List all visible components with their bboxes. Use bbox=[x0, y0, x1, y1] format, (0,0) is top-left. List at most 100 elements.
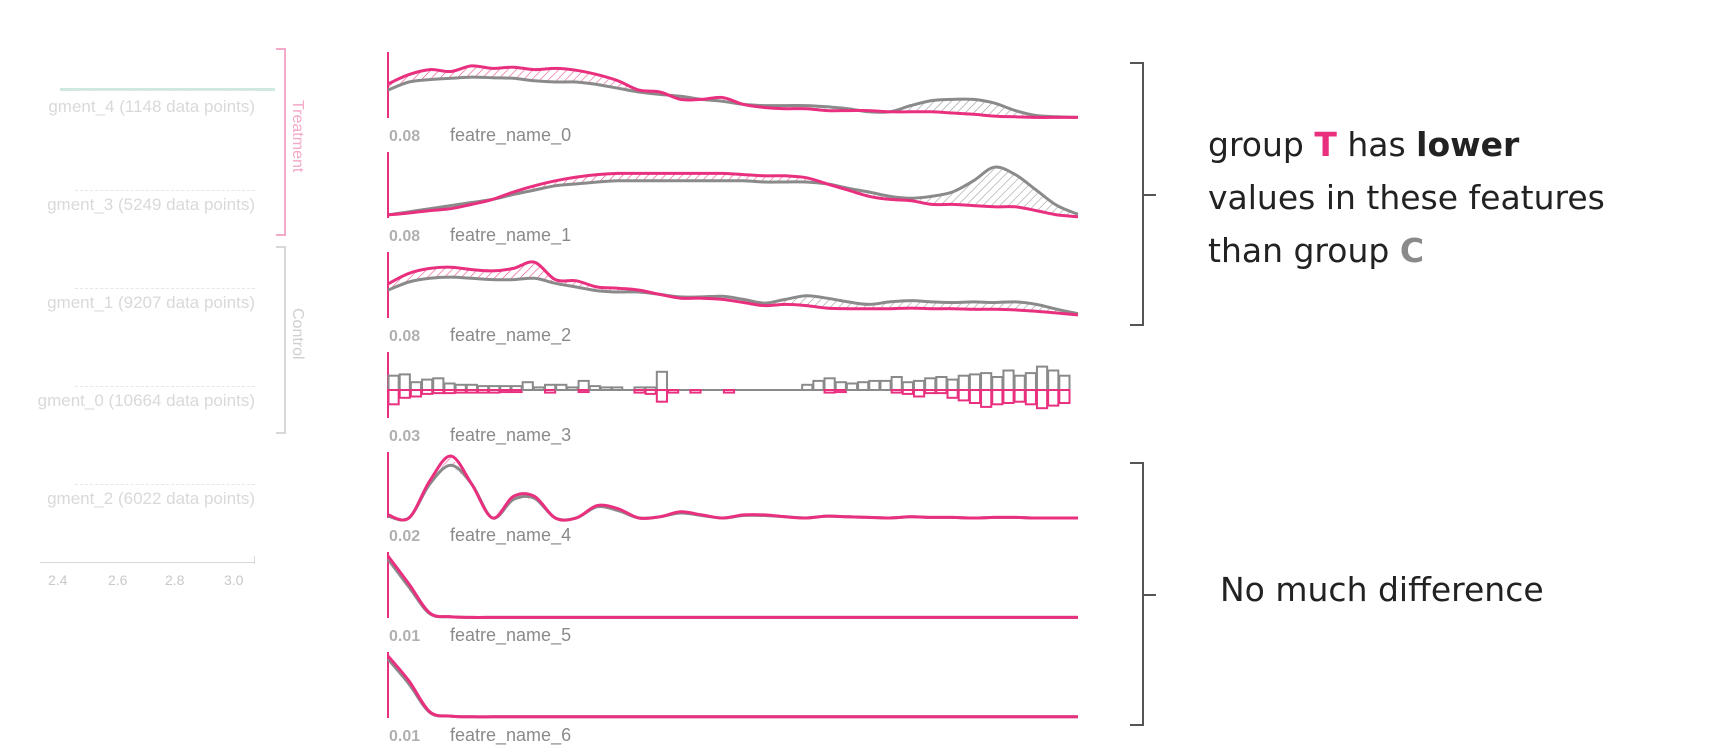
histogram-bar-t bbox=[398, 389, 411, 399]
treatment-bracket bbox=[276, 48, 286, 236]
histogram-bar-c bbox=[879, 379, 892, 391]
difference-hatch bbox=[952, 180, 974, 206]
difference-hatch bbox=[429, 267, 451, 279]
histogram-bar-c bbox=[845, 382, 859, 391]
histogram-bar-c bbox=[935, 376, 948, 391]
histogram-bar-c bbox=[577, 379, 590, 391]
histogram-bar-t bbox=[901, 389, 914, 395]
histogram-bar-c bbox=[924, 377, 937, 391]
difference-hatch bbox=[388, 74, 409, 91]
histogram-bar-c bbox=[1013, 374, 1026, 392]
histogram-bar-c bbox=[1024, 372, 1037, 392]
histogram-bar-t bbox=[935, 389, 948, 395]
histogram-bar-c bbox=[980, 372, 993, 392]
histogram-bar-c bbox=[555, 383, 568, 391]
histogram-bar-c bbox=[912, 379, 926, 391]
no-difference-annotation: No much difference bbox=[1220, 570, 1544, 609]
histogram-bar-c bbox=[890, 376, 903, 391]
group-t-label: T bbox=[1314, 125, 1337, 164]
difference-hatch bbox=[388, 273, 409, 291]
feature-chart-4: 0.02 featre_name_4 bbox=[387, 452, 1078, 546]
histogram-bar-t bbox=[499, 389, 512, 394]
segment-divider bbox=[75, 288, 255, 289]
segment-label-1[interactable]: gment_3 (5249 data points) bbox=[47, 195, 255, 214]
feature-name-label: featre_name_4 bbox=[450, 525, 571, 546]
annot-lower-word: lower bbox=[1416, 125, 1520, 164]
difference-hatch bbox=[513, 262, 535, 280]
feature-chart-0: 0.08 featre_name_0 bbox=[387, 52, 1079, 146]
segment-label-4[interactable]: gment_2 (6022 data points) bbox=[47, 489, 255, 508]
annot-text: group bbox=[1208, 125, 1315, 164]
lower-values-bracket bbox=[1130, 62, 1156, 326]
difference-hatch bbox=[492, 67, 514, 79]
histogram-bar-t bbox=[689, 389, 702, 394]
feature-scale-label: 0.08 bbox=[389, 128, 420, 145]
histogram-bar-t bbox=[912, 389, 926, 398]
segment-label-3[interactable]: gment_0 (10664 data points) bbox=[37, 391, 255, 410]
segment-divider bbox=[75, 386, 255, 387]
difference-hatch bbox=[701, 173, 723, 181]
difference-hatch bbox=[931, 192, 953, 205]
histogram-bar-t bbox=[667, 389, 680, 394]
feature-scale-label: 0.01 bbox=[389, 628, 420, 645]
annot-text: values in these features than group bbox=[1208, 178, 1605, 270]
difference-hatch bbox=[638, 173, 660, 181]
feature-chart-3: 0.03 featre_name_3 bbox=[387, 352, 1071, 446]
series-t-line bbox=[387, 171, 1079, 219]
series-t-line bbox=[387, 454, 1078, 522]
histogram-bar-t bbox=[1013, 389, 1026, 403]
histogram-bar-c bbox=[387, 374, 400, 392]
difference-hatch bbox=[450, 65, 472, 79]
feature-name-label: featre_name_5 bbox=[450, 625, 571, 646]
histogram-bar-t bbox=[655, 389, 669, 403]
histogram-bar-c bbox=[801, 383, 814, 391]
series-c-line bbox=[387, 75, 1079, 119]
histogram-bar-t bbox=[957, 389, 970, 402]
histogram-bar-t bbox=[465, 389, 478, 394]
histogram-bar-c bbox=[991, 376, 1004, 391]
x-tick: 2.4 bbox=[48, 572, 68, 588]
histogram-bar-c bbox=[611, 386, 624, 391]
segment-divider bbox=[75, 90, 255, 91]
feature-chart-2: 0.08 featre_name_2 bbox=[387, 252, 1079, 346]
difference-hatch bbox=[555, 68, 577, 82]
difference-hatch bbox=[429, 613, 451, 617]
feature-name-label: featre_name_6 bbox=[450, 725, 571, 746]
segment-label-2[interactable]: gment_1 (9207 data points) bbox=[47, 293, 255, 312]
group-label-control: Control bbox=[289, 308, 306, 360]
histogram-bar-t bbox=[924, 389, 937, 395]
histogram-bar-c bbox=[566, 386, 579, 391]
histogram-bar-c bbox=[1047, 369, 1060, 391]
histogram-bar-c bbox=[432, 377, 445, 391]
histogram-bar-t bbox=[633, 389, 646, 394]
series-c-line bbox=[387, 463, 1078, 522]
histogram-bar-c bbox=[857, 381, 870, 392]
histogram-bar-t bbox=[488, 389, 501, 394]
feature-chart-6: 0.01 featre_name_6 bbox=[386, 652, 1078, 746]
series-t-line bbox=[387, 64, 1078, 119]
histogram-bar-t bbox=[722, 389, 736, 394]
series-t-line bbox=[386, 555, 1078, 619]
segment-label-0[interactable]: gment_4 (1148 data points) bbox=[48, 97, 255, 116]
histogram-bar-c bbox=[421, 378, 434, 392]
difference-hatch bbox=[952, 99, 974, 115]
series-c-line bbox=[387, 275, 1079, 316]
difference-hatch bbox=[659, 173, 681, 181]
histogram-bar-t bbox=[510, 389, 523, 394]
histogram-bar-t bbox=[454, 389, 467, 394]
difference-hatch bbox=[827, 298, 848, 309]
series-t-line bbox=[387, 260, 1079, 317]
x-tick: 2.8 bbox=[165, 572, 185, 588]
no-difference-bracket bbox=[1130, 462, 1156, 726]
histogram-bar-t bbox=[991, 389, 1004, 406]
histogram-bar-c bbox=[957, 374, 970, 392]
difference-hatch bbox=[680, 173, 702, 181]
histogram-bar-c bbox=[1002, 369, 1015, 391]
histogram-bar-t bbox=[1058, 389, 1071, 404]
x-tick: 2.6 bbox=[108, 572, 128, 588]
feature-name-label: featre_name_0 bbox=[450, 125, 571, 146]
difference-hatch bbox=[618, 173, 639, 181]
histogram-bar-t bbox=[946, 389, 959, 399]
group-label-treatment: Treatment bbox=[289, 100, 306, 173]
